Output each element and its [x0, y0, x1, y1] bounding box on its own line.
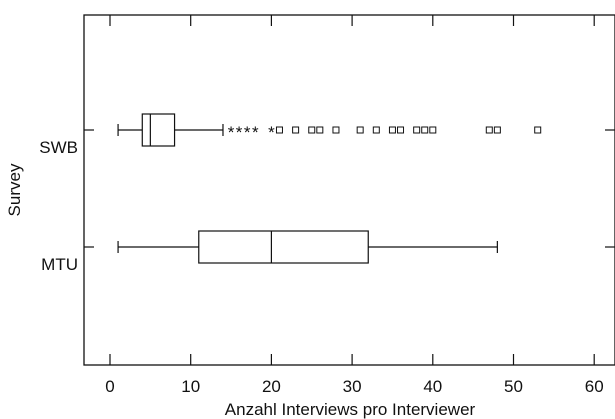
- outlier-star: *: [236, 123, 243, 142]
- iqr-box: [198, 230, 369, 264]
- box-groups: SWB* * * * *MTU: [39, 113, 615, 274]
- x-tick-label: 30: [343, 377, 362, 396]
- box-group-mtu: MTU: [41, 230, 615, 274]
- outlier-star: *: [252, 123, 259, 142]
- x-tick-labels: 0 10 20 30 40 50 60: [105, 377, 603, 396]
- y-category-label: SWB: [39, 138, 78, 157]
- outlier-square: [429, 126, 437, 134]
- y-axis-label: Survey: [5, 163, 24, 216]
- outlier-square: [332, 126, 340, 134]
- y-category-label: MTU: [41, 255, 78, 274]
- iqr-box: [141, 113, 176, 147]
- outlier-square: [275, 126, 283, 134]
- outlier-square: [413, 126, 421, 134]
- top-ticks: [109, 15, 595, 26]
- outlier-square: [421, 126, 429, 134]
- outlier-square: [493, 126, 501, 134]
- outlier-square: [292, 126, 300, 134]
- outlier-square: [485, 126, 493, 134]
- x-tick-label: 0: [105, 377, 114, 396]
- outlier-square: [356, 126, 364, 134]
- outlier-square: [388, 126, 396, 134]
- box-group-swb: SWB* * * * *: [39, 113, 615, 157]
- x-tick-label: 10: [181, 377, 200, 396]
- x-axis-label: Anzahl Interviews pro Interviewer: [225, 400, 476, 419]
- bottom-ticks: [109, 354, 595, 365]
- outlier-square: [316, 126, 324, 134]
- outlier-square: [397, 126, 405, 134]
- x-tick-label: 60: [585, 377, 604, 396]
- outlier-square: [534, 126, 542, 134]
- outlier-star: *: [228, 123, 235, 142]
- outlier-star: *: [268, 123, 275, 142]
- x-tick-label: 20: [262, 377, 281, 396]
- x-tick-label: 40: [423, 377, 442, 396]
- outlier-square: [308, 126, 316, 134]
- x-tick-label: 50: [504, 377, 523, 396]
- outlier-star: *: [244, 123, 251, 142]
- plot-frame: [83, 14, 615, 366]
- outlier-square: [372, 126, 380, 134]
